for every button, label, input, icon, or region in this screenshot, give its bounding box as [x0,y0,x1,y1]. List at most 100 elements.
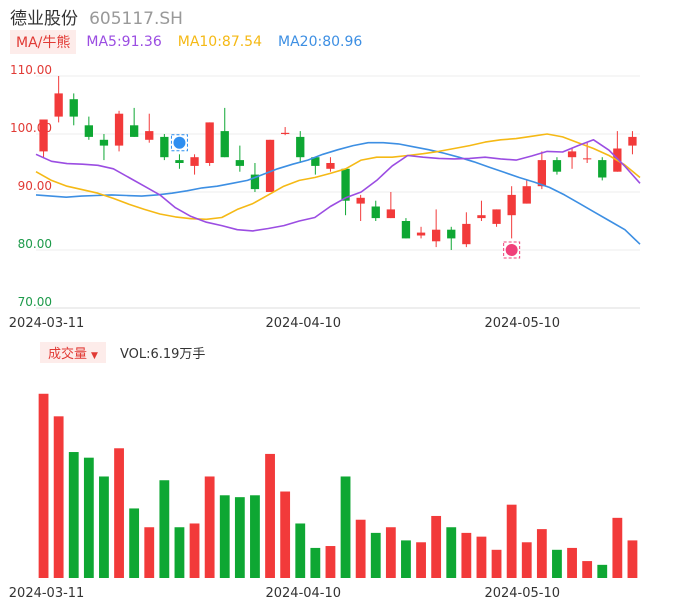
volume-bar [68,452,79,578]
ma-legend: MA/牛熊 MA5:91.36 MA10:87.54 MA20:80.96 [10,30,378,54]
volume-bar [491,549,502,578]
candle-body [552,160,562,172]
bull-signal-icon [170,134,188,152]
chart-header: 德业股份 605117.SH [10,4,183,29]
volume-bar [612,517,623,578]
volume-bar [174,527,185,578]
volume-bar [189,523,200,578]
volume-legend: 成交量 ▼ VOL:6.19万手 [40,341,206,363]
bull-signal-icon-frame [170,134,188,152]
candle-body [265,139,275,192]
volume-bar [627,540,638,578]
ma10-legend: MA10:87.54 [177,34,263,50]
candle-body [341,168,350,201]
volume-value: VOL:6.19万手 [119,346,206,362]
volume-bar [416,542,426,578]
volume-bar [159,480,170,578]
volume-bar [265,453,275,578]
candle-body [296,136,305,158]
volume-bar [204,476,215,578]
volume-bar [325,546,336,578]
candle-body [205,122,214,163]
stock-code: 605117.SH [89,9,183,29]
candle-body [326,163,335,169]
candle-body [628,136,637,146]
candle-body [477,215,486,219]
candle-body [371,206,380,219]
ma-indicator-selector[interactable]: MA/牛熊 [10,30,77,54]
ma20-legend: MA20:80.96 [278,34,363,50]
volume-bar [53,416,64,578]
volume-bar [114,448,124,578]
ma5-line [35,139,641,232]
price-gridlines [36,75,640,309]
x-tick-label: 2024-04-10 [265,316,341,331]
x-tick-label: 2024-03-11 [9,316,85,331]
candle-body [235,160,245,166]
volume-bar [250,495,260,578]
volume-bar [83,457,94,578]
volume-bar [461,532,472,578]
candle-body [311,157,320,166]
candle-body [99,139,109,146]
candle-body [356,197,365,204]
candle-body [220,131,229,158]
stock-name: 德业股份 [10,9,78,29]
y-tick-label: 110.00 [10,63,52,77]
volume-bar [597,564,608,578]
volume-bar [567,547,577,578]
volume-bar [234,497,245,578]
signal-markers [170,134,521,259]
y-tick-label: 70.00 [18,295,52,309]
candle-body [190,157,199,166]
volume-bar [521,542,532,578]
price-date-axis: 2024-03-11 2024-04-10 2024-05-10 [9,316,560,331]
candle-body [401,221,411,239]
volume-bar [340,476,351,578]
candle-body [416,232,426,236]
volume-bar [129,508,140,578]
volume-label: 成交量 [48,346,88,362]
volume-indicator-selector[interactable]: 成交量 ▼ [40,341,106,363]
volume-bar [355,519,366,578]
x-tick-label: 2024-05-10 [484,316,560,331]
bear-signal-icon-face [505,244,518,256]
ma20-line [35,141,641,245]
volume-bar [295,523,306,578]
moving-averages [35,133,641,245]
candle-body [537,160,547,187]
volume-bar [370,532,381,578]
volume-bar [144,527,155,578]
volume-bar [280,491,291,578]
candle-body [492,209,501,224]
candle-body [386,209,396,219]
candle-body [507,194,516,216]
ma5-legend: MA5:91.36 [86,34,162,50]
volume-bars [38,393,638,578]
candle-body [431,229,441,242]
volume-bar [582,561,593,578]
volume-bar [38,393,49,578]
volume-bar [99,476,109,578]
volume-bar [476,536,487,578]
candle-body [567,151,577,158]
candle-body [447,229,456,239]
candle-body [522,186,531,204]
x-tick-label: 2024-04-10 [265,586,341,601]
candle-body [598,160,607,178]
volume-bar [431,515,442,578]
candle-body [462,223,471,245]
candle-body [250,174,260,190]
candle-body [54,93,63,117]
volume-bar [385,527,396,578]
candle-body [145,131,154,140]
x-tick-label: 2024-03-11 [9,586,85,601]
volume-bar [552,549,562,578]
x-tick-label: 2024-05-10 [484,586,560,601]
ma10-line [35,133,641,221]
bear-signal-icon-frame [503,241,521,259]
candle-body [39,119,48,152]
caret-down-icon: ▼ [91,350,98,361]
